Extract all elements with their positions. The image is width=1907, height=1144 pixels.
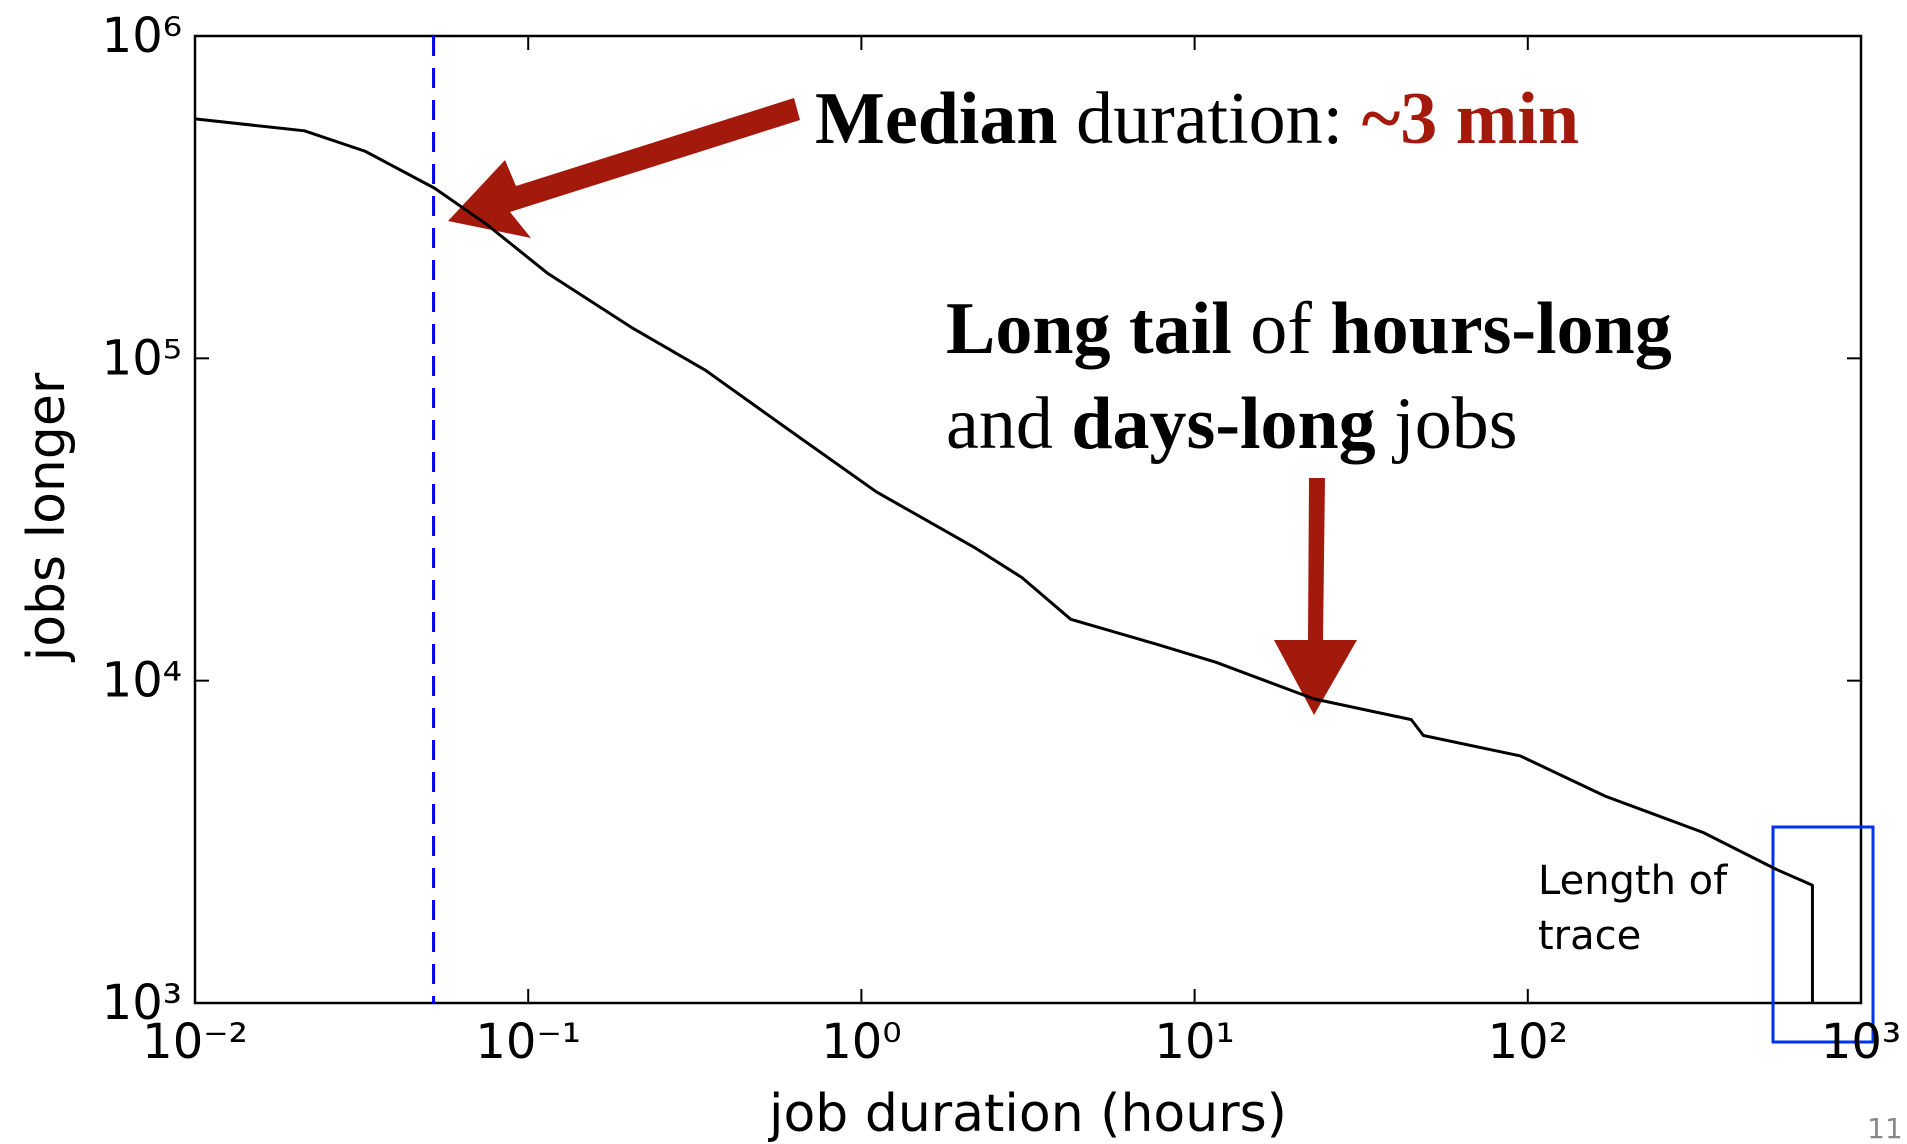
trace-box — [1771, 825, 1875, 1044]
data-line — [194, 117, 1814, 1003]
x-tick-label: 10¹ — [1154, 1014, 1234, 1070]
x-tick-label: 10⁻¹ — [475, 1014, 581, 1070]
annotation-part: Long tail — [946, 288, 1232, 370]
annotation-median: Median duration: ~3 min — [815, 78, 1579, 160]
annotation-trace: Length of — [1538, 858, 1728, 904]
y-tick-label: 10⁵ — [102, 330, 182, 386]
annotation-part: ~3 min — [1362, 78, 1579, 160]
annotation-part: duration: — [1058, 78, 1362, 160]
x-axis-label: job duration (hours) — [768, 1084, 1287, 1144]
annotation-part: of — [1232, 288, 1331, 370]
annotation-part: days-long — [1071, 383, 1375, 465]
arrow-median — [448, 98, 800, 238]
y-axis-label: jobs longer — [17, 372, 77, 662]
x-tick-label: 10³ — [1821, 1014, 1901, 1070]
annotation-tail-2: and days-long jobs — [946, 383, 1518, 465]
annotation-part: jobs — [1376, 383, 1518, 465]
plot-frame — [193, 34, 1863, 1005]
annotation-trace: trace — [1538, 913, 1641, 959]
annotation-tail-1: Long tail of hours-long — [946, 288, 1672, 370]
y-tick-label: 10³ — [102, 975, 182, 1031]
page-number: 11 — [1867, 1112, 1903, 1144]
arrow-tail — [1274, 478, 1357, 715]
x-tick-label: 10² — [1488, 1014, 1568, 1070]
annotation-part: and — [946, 383, 1071, 465]
y-tick-label: 10⁴ — [102, 653, 182, 709]
annotation-part: Median — [815, 78, 1058, 160]
annotation-part: hours-long — [1330, 288, 1671, 370]
x-tick-label: 10⁰ — [821, 1014, 901, 1070]
x-tick-label: 10⁻² — [142, 1014, 248, 1070]
y-tick-label: 10⁶ — [102, 8, 182, 64]
arrows — [448, 98, 1357, 715]
